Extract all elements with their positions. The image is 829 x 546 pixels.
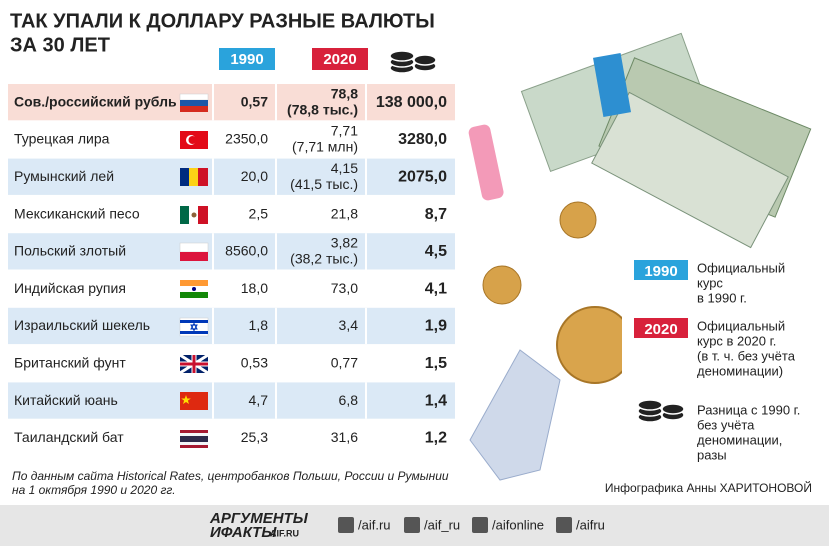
currency-name: Британский фунт [14,354,126,370]
table-row [8,419,455,456]
logo: ИФАКТЫ [210,524,277,541]
ratio: 2075,0 [398,168,447,185]
ratio: 3280,0 [398,131,447,148]
rate-2020: 78,8 [331,85,358,101]
column-badge [219,48,275,70]
title: ТАК УПАЛИ К ДОЛЛАРУ РАЗНЫЕ ВАЛЮТЫ [10,10,435,32]
rate-2020: 3,4 [339,317,359,333]
title: ЗА 30 ЛЕТ [10,34,110,56]
currency-name: Мексиканский песо [14,205,140,221]
ratio: 4,1 [425,280,447,297]
rate-2020-note: (7,71 млн) [292,139,358,155]
social-link[interactable]: /aifonline [492,517,544,532]
table-row [8,195,455,233]
rate-1990: 0,53 [241,354,268,370]
column-badge [312,48,368,70]
legend-text: Официальный [697,260,785,275]
legend-text: курс в 2020 г. [697,333,776,348]
currency-name: Израильский шекель [14,317,150,333]
legend-badge-label: 2020 [644,321,677,338]
social-link[interactable]: /aifru [576,517,605,532]
column-header: 2020 [323,51,356,68]
table-row [8,233,455,270]
rate-2020: 7,71 [331,123,358,139]
legend-text: разы [697,447,727,462]
social-link[interactable]: /aif.ru [358,517,391,532]
legend-text: деноминации) [697,363,783,378]
table-row [8,84,455,121]
legend-text: без учёта [697,417,755,432]
currency-name: Сов./российский рубль [14,93,177,109]
ratio: 138 000,0 [376,94,447,111]
rate-2020: 31,6 [331,429,358,445]
ratio: 1,5 [425,355,447,372]
ratio: 1,9 [425,318,447,335]
rate-2020: 4,15 [331,160,358,176]
column-header: 1990 [230,51,263,68]
table-row [8,121,455,158]
table-row [8,270,455,307]
rate-1990: 2,5 [249,205,269,221]
rate-2020: 3,82 [331,235,358,251]
currency-name: Турецкая лира [14,131,110,147]
flags [179,93,209,448]
legend-badge [634,318,688,338]
rate-1990: 25,3 [241,429,268,445]
table-row [8,382,455,419]
legend-box [622,250,812,468]
ratio: 8,7 [425,206,447,223]
table-row [8,158,455,195]
rate-1990: 20,0 [241,168,268,184]
source-note: на 1 октября 1990 и 2020 гг. [12,483,176,497]
rate-2020: 6,8 [339,392,359,408]
ratio: 4,5 [425,243,447,260]
rate-2020: 0,77 [331,354,358,370]
rate-1990: 2350,0 [225,131,268,147]
logo: АРГУМЕНТЫ [209,510,309,527]
rate-2020-note: (78,8 тыс.) [287,101,358,117]
table-row [8,345,455,382]
rate-1990: 1,8 [249,317,269,333]
source-note: По данным сайта Historical Rates, центро… [12,469,449,483]
logo-site: AIF.RU [270,528,299,538]
currency-name: Румынский лей [14,168,114,184]
rate-1990: 4,7 [249,392,269,408]
legend-coins-icon [637,399,685,423]
rate-1990: 18,0 [241,280,268,296]
social-icons [338,517,572,533]
legend-text: деноминации, [697,432,782,447]
legend-text: в 1990 г. [697,290,747,305]
ratio: 1,4 [425,392,447,409]
coins-icon [389,50,437,74]
legend-text: (в т. ч. без учёта [697,348,796,363]
credit: Инфографика Анны ХАРИТОНОВОЙ [605,480,812,495]
rate-2020: 73,0 [331,280,358,296]
currency-name: Таиландский бат [14,429,124,445]
social-link[interactable]: /aif_ru [424,517,460,532]
legend-text: Официальный [697,318,785,333]
legend-badge [634,260,688,280]
legend-badge-label: 1990 [644,263,677,280]
table-row [8,307,455,345]
currency-name: Индийская рупия [14,280,126,296]
currency-name: Польский злотый [14,243,126,259]
rate-2020-note: (38,2 тыс.) [290,251,358,267]
rate-1990: 0,57 [241,93,268,109]
banknotes-decoration [468,32,812,481]
ratio: 1,2 [425,430,447,447]
rate-2020-note: (41,5 тыс.) [290,176,358,192]
rate-1990: 8560,0 [225,243,268,259]
legend-text: Разница с 1990 г. [697,402,800,417]
rate-2020: 21,8 [331,205,358,221]
legend-text: курс [697,275,723,290]
currency-name: Китайский юань [14,392,118,408]
